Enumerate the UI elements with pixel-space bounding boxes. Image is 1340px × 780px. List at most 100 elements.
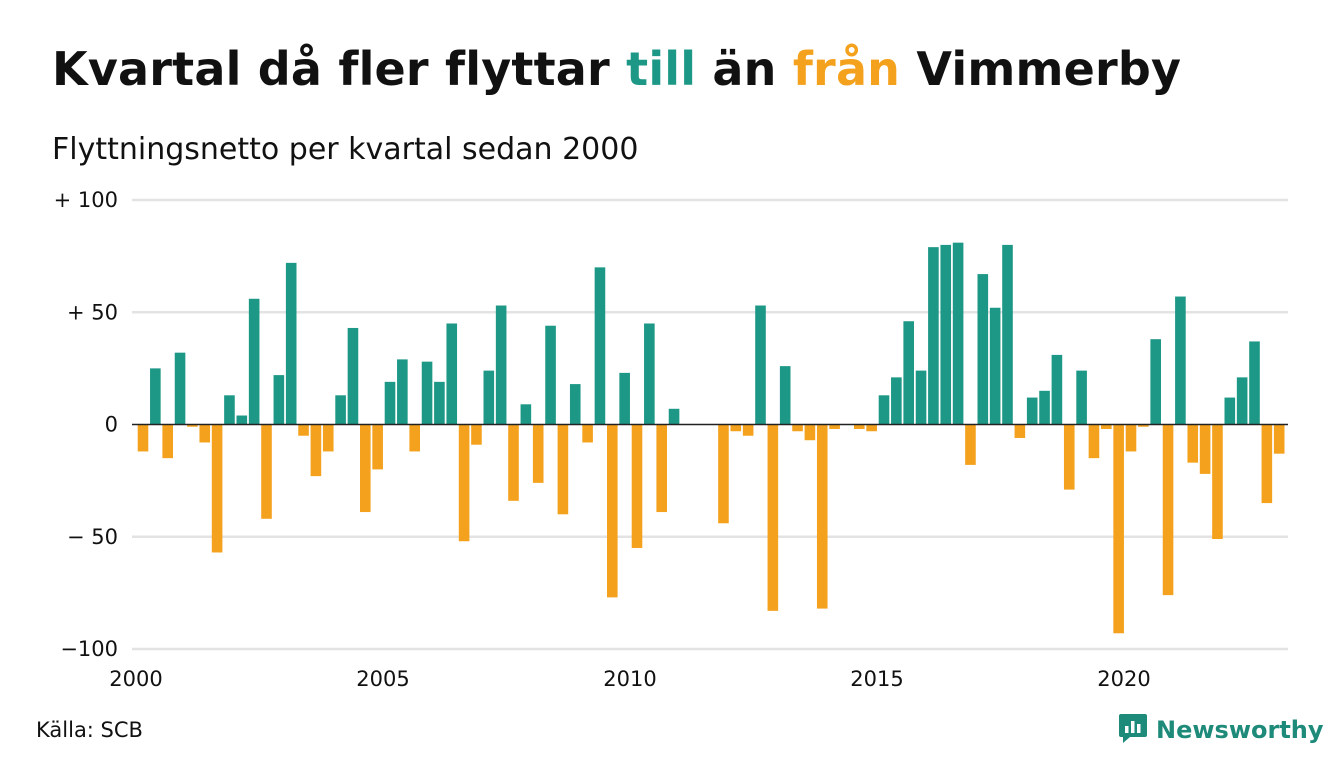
bar-positive <box>915 370 927 425</box>
brand-name: Newsworthy <box>1156 716 1324 744</box>
bar-negative <box>1138 424 1149 427</box>
bar-negative <box>409 424 420 452</box>
bar-negative <box>199 424 211 443</box>
title-fran: från <box>792 42 901 96</box>
bar-negative <box>360 424 371 513</box>
bar-positive <box>1150 339 1161 425</box>
bar-positive <box>569 384 581 425</box>
bar-negative <box>1261 424 1273 504</box>
bar-positive <box>891 377 902 425</box>
bar-positive <box>236 415 248 425</box>
bar-positive <box>150 368 161 425</box>
bar-negative <box>582 424 593 443</box>
bar-negative <box>730 424 742 432</box>
bar-negative <box>1125 424 1137 452</box>
x-tick-label: 2005 <box>356 667 409 691</box>
y-tick-label: + 100 <box>54 188 118 212</box>
x-tick-label: 2015 <box>850 667 903 691</box>
bar-negative <box>1063 424 1075 490</box>
bar-positive <box>989 307 1001 425</box>
bar-positive <box>421 361 433 425</box>
bar-negative <box>1199 424 1211 474</box>
bar-negative <box>508 424 519 501</box>
bar-negative <box>965 424 976 465</box>
bar-positive <box>347 327 359 425</box>
title-part-3: Vimmerby <box>900 42 1182 96</box>
bar-positive <box>495 305 507 425</box>
bar-negative <box>866 424 877 432</box>
bar-positive <box>940 244 952 425</box>
bar-positive <box>1039 390 1050 425</box>
bar-negative <box>372 424 383 470</box>
title-part-2: än <box>696 42 793 96</box>
bar-negative <box>532 424 544 483</box>
bar-positive <box>434 381 445 425</box>
bar-negative <box>557 424 569 515</box>
bar-negative <box>211 424 223 553</box>
bar-negative <box>607 424 618 598</box>
bar-negative <box>854 424 865 429</box>
bar-negative <box>767 424 779 611</box>
bar-positive <box>619 372 630 425</box>
bar-positive <box>224 395 235 425</box>
brand: Newsworthy <box>1118 712 1324 748</box>
bar-positive <box>668 408 680 425</box>
chart-subtitle: Flyttningsnetto per kvartal sedan 2000 <box>52 132 639 167</box>
bar-positive <box>755 305 766 425</box>
bar-negative <box>458 424 470 542</box>
bar-negative <box>298 424 309 436</box>
y-tick-label: 0 <box>105 413 118 437</box>
x-tick-label: 2000 <box>109 667 162 691</box>
bar-positive <box>952 242 964 425</box>
bar-negative <box>1162 424 1174 596</box>
chart-title: Kvartal då fler flyttar till än från Vim… <box>52 42 1181 96</box>
bar-positive <box>878 395 890 425</box>
y-tick-label: −100 <box>60 637 118 661</box>
bar-positive <box>446 323 458 425</box>
bar-positive <box>1002 244 1013 425</box>
bar-positive <box>248 298 260 425</box>
bar-positive <box>1249 341 1260 425</box>
title-till: till <box>626 42 697 96</box>
bar-positive <box>1175 296 1186 425</box>
bar-negative <box>829 424 840 429</box>
bar-negative <box>310 424 322 477</box>
bar-positive <box>397 359 408 425</box>
bar-negative <box>261 424 272 519</box>
bar-positive <box>520 404 532 425</box>
bar-negative <box>137 424 149 452</box>
bar-positive <box>1076 370 1087 425</box>
bar-negative <box>656 424 667 513</box>
bar-positive <box>1224 397 1236 425</box>
bar-negative <box>1088 424 1100 459</box>
bar-positive <box>594 267 606 425</box>
bar-positive <box>928 247 939 425</box>
bar-negative <box>742 424 754 436</box>
bar-negative <box>816 424 828 609</box>
bar-negative <box>471 424 482 445</box>
bar-negative <box>187 424 198 427</box>
bar-negative <box>1212 424 1223 539</box>
bar-positive <box>545 325 556 425</box>
title-part-1: Kvartal då fler flyttar <box>52 42 627 96</box>
bar-positive <box>1051 354 1063 425</box>
bar-positive <box>903 321 914 425</box>
newsworthy-logo-icon <box>1118 712 1148 748</box>
bar-positive <box>779 366 791 425</box>
bar-negative <box>1101 424 1112 429</box>
bar-positive <box>174 352 186 425</box>
bar-negative <box>804 424 816 441</box>
bar-negative <box>162 424 173 459</box>
bar-negative <box>1014 424 1026 438</box>
bar-positive <box>1026 397 1038 425</box>
y-tick-label: + 50 <box>67 300 118 324</box>
bar-negative <box>1113 424 1124 634</box>
bar-positive <box>1236 377 1248 425</box>
bar-positive <box>483 370 495 425</box>
bar-negative <box>1187 424 1199 463</box>
bar-positive <box>384 381 396 425</box>
bar-positive <box>977 274 989 425</box>
bar-positive <box>285 262 297 425</box>
bar-negative <box>792 424 803 432</box>
